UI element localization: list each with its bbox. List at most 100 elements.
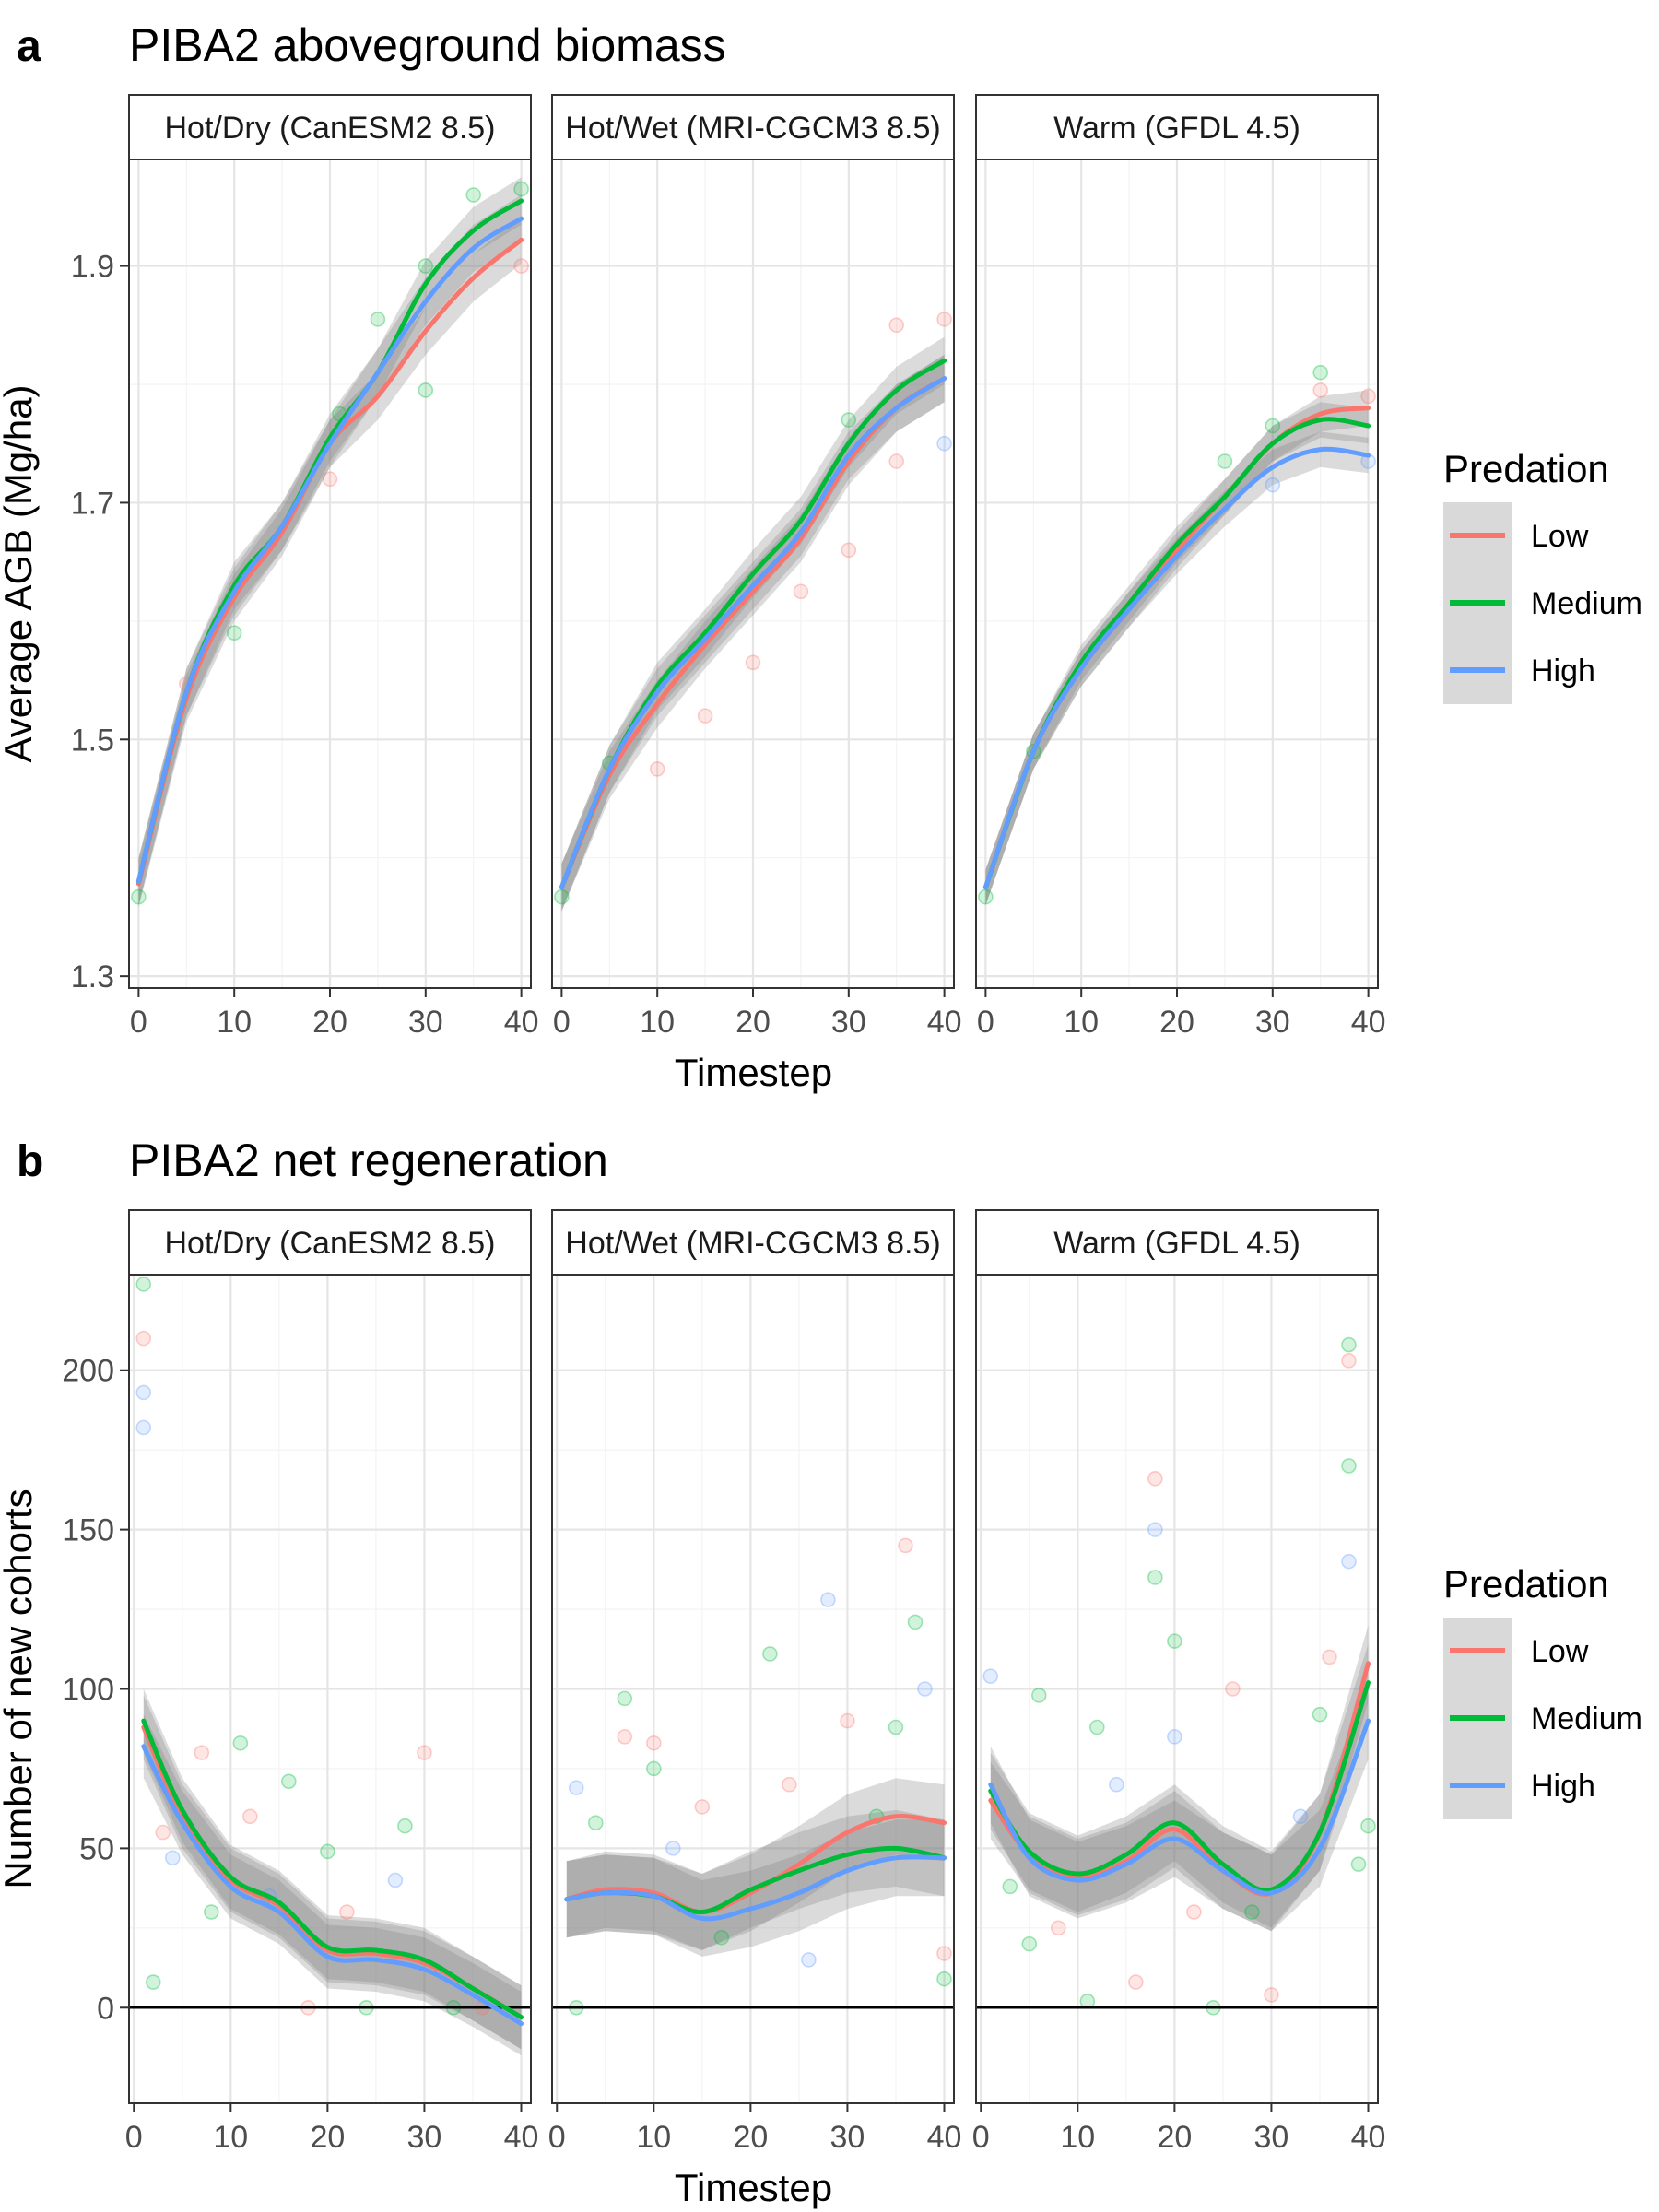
x-tick-label: 0	[548, 2120, 566, 2155]
data-point	[697, 708, 713, 724]
y-axis-title: Number of new cohorts	[0, 1488, 40, 1888]
facet-strip-label: Hot/Wet (MRI-CGCM3 8.5)	[565, 111, 940, 146]
data-point	[1322, 1649, 1337, 1665]
confidence-band	[566, 1778, 945, 1950]
legend-label: Low	[1531, 519, 1589, 554]
data-point	[649, 761, 665, 777]
confidence-band	[566, 1809, 945, 1950]
data-point	[617, 1690, 633, 1707]
data-point	[1147, 1522, 1163, 1537]
data-point	[1350, 1856, 1367, 1872]
legend-label: High	[1531, 1769, 1595, 1804]
data-point	[131, 888, 147, 905]
data-point	[135, 1419, 152, 1436]
data-point	[1341, 1353, 1357, 1369]
facet-strip-label: Hot/Dry (CanESM2 8.5)	[165, 111, 496, 146]
data-point	[465, 187, 482, 203]
series-line	[564, 1814, 947, 1914]
data-point	[936, 312, 952, 327]
data-point	[155, 1824, 171, 1841]
data-point	[568, 1780, 584, 1795]
legend-label: Low	[1531, 1634, 1589, 1669]
data-point	[135, 1384, 152, 1401]
data-point	[417, 1745, 432, 1760]
data-point	[888, 317, 905, 334]
facet-strip-label: Hot/Dry (CanESM2 8.5)	[165, 1226, 496, 1261]
x-tick-label: 0	[125, 2120, 143, 2155]
data-point	[1292, 1808, 1309, 1825]
series-line	[135, 216, 524, 884]
plot-area	[129, 1277, 531, 2056]
confidence-band	[138, 194, 522, 906]
data-point	[745, 654, 761, 671]
x-tick-label: 20	[312, 1005, 347, 1040]
data-point	[1089, 1719, 1105, 1735]
data-point	[898, 1537, 913, 1554]
data-point	[793, 583, 809, 600]
facet-panel: Warm (GFDL 4.5) 0 10 20 30 40	[972, 1209, 1386, 2155]
data-point	[694, 1799, 711, 1815]
chart-a: a PIBA2 aboveground biomass Average AGB (M…	[0, 19, 1642, 1094]
data-point	[587, 1815, 604, 1831]
chart-title: PIBA2 aboveground biomass	[129, 19, 726, 71]
data-point	[936, 435, 952, 452]
plot-area	[131, 177, 529, 908]
facet-strip-label: Warm (GFDL 4.5)	[1053, 1226, 1300, 1261]
facet-strip	[975, 94, 1379, 160]
chart-b: b PIBA2 net regeneration Number of new coh…	[0, 1135, 1642, 2209]
data-point	[242, 1808, 258, 1825]
data-point	[418, 382, 434, 398]
data-point	[1147, 1470, 1163, 1487]
data-point	[978, 888, 994, 905]
data-point	[1312, 382, 1329, 398]
y-tick-label: 1.7	[71, 486, 114, 521]
x-tick-label: 40	[1351, 1005, 1386, 1040]
chart-label: a	[17, 22, 41, 71]
data-point	[1341, 1458, 1357, 1474]
x-tick-label: 10	[640, 1005, 675, 1040]
data-point	[1244, 1904, 1260, 1920]
chart-title: PIBA2 net regeneration	[129, 1135, 608, 1186]
x-tick-label: 0	[977, 1005, 994, 1040]
data-point	[762, 1646, 778, 1662]
data-point	[907, 1614, 924, 1630]
x-tick-label: 30	[407, 2120, 442, 2155]
data-point	[135, 1277, 152, 1292]
data-point	[226, 625, 242, 641]
data-point	[513, 258, 529, 274]
x-tick-label: 20	[1159, 1005, 1194, 1040]
x-tick-label: 30	[831, 1005, 866, 1040]
x-tick-label: 20	[735, 1005, 771, 1040]
data-point	[840, 1712, 855, 1729]
data-point	[1341, 1553, 1357, 1570]
confidence-band	[990, 1644, 1369, 1928]
y-tick-label: 0	[97, 1991, 114, 2026]
x-tick-label: 40	[504, 1005, 539, 1040]
chart-label: b	[17, 1137, 43, 1186]
y-tick-label: 1.3	[71, 959, 114, 994]
series-line	[564, 1854, 947, 1922]
legend-label: Medium	[1531, 586, 1642, 621]
data-point	[145, 1974, 161, 1990]
series-line	[982, 446, 1371, 890]
confidence-band	[990, 1625, 1369, 1932]
data-point	[1264, 1987, 1279, 2003]
y-tick-label: 150	[62, 1513, 114, 1548]
x-tick-label: 40	[927, 1005, 962, 1040]
confidence-band	[990, 1682, 1369, 1932]
data-point	[320, 1843, 335, 1860]
data-point	[936, 1946, 952, 1961]
data-point	[888, 1719, 904, 1735]
series-line	[141, 1744, 524, 2027]
data-point	[554, 888, 570, 905]
plot-area	[976, 1336, 1378, 2016]
data-point	[1051, 1920, 1066, 1936]
data-point	[418, 258, 434, 274]
plot-area	[552, 1537, 954, 2016]
facet-strip-label: Hot/Wet (MRI-CGCM3 8.5)	[565, 1226, 940, 1261]
x-tick-label: 40	[1351, 2120, 1386, 2155]
legend-title: Predation	[1443, 447, 1609, 490]
data-point	[936, 1971, 952, 1987]
data-point	[646, 1760, 662, 1777]
